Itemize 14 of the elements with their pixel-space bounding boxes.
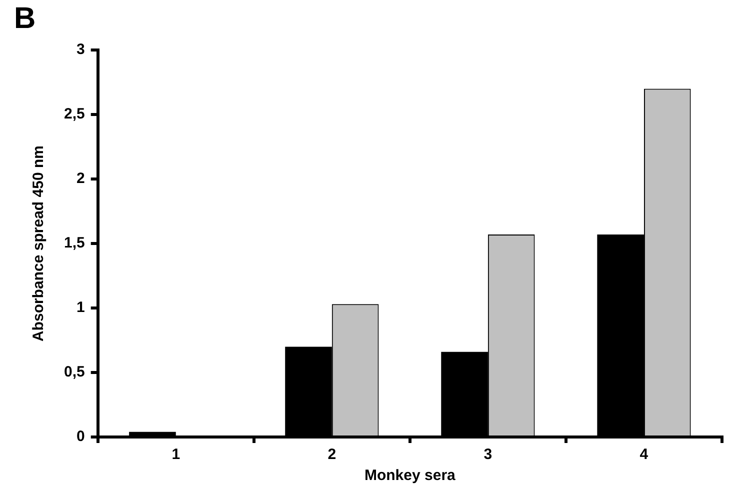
x-axis-title: Monkey sera [364, 467, 456, 484]
x-tick-label: 4 [640, 446, 649, 464]
y-tick-label: 2 [76, 170, 85, 188]
y-tick-label: 0 [76, 428, 85, 446]
y-tick-label: 0,5 [64, 364, 85, 381]
x-tick-label: 1 [172, 446, 180, 464]
y-tick-label: 1,5 [64, 234, 85, 252]
y-tick-label: 3 [76, 41, 85, 58]
x-tick-label: 3 [484, 446, 492, 464]
x-tick-label: 2 [328, 446, 336, 464]
y-axis-title: Absorbance spread 450 nm [30, 146, 48, 342]
y-tick-label: 1 [76, 299, 85, 316]
chart-title: B [14, 2, 36, 36]
y-tick-label: 2,5 [64, 106, 85, 123]
